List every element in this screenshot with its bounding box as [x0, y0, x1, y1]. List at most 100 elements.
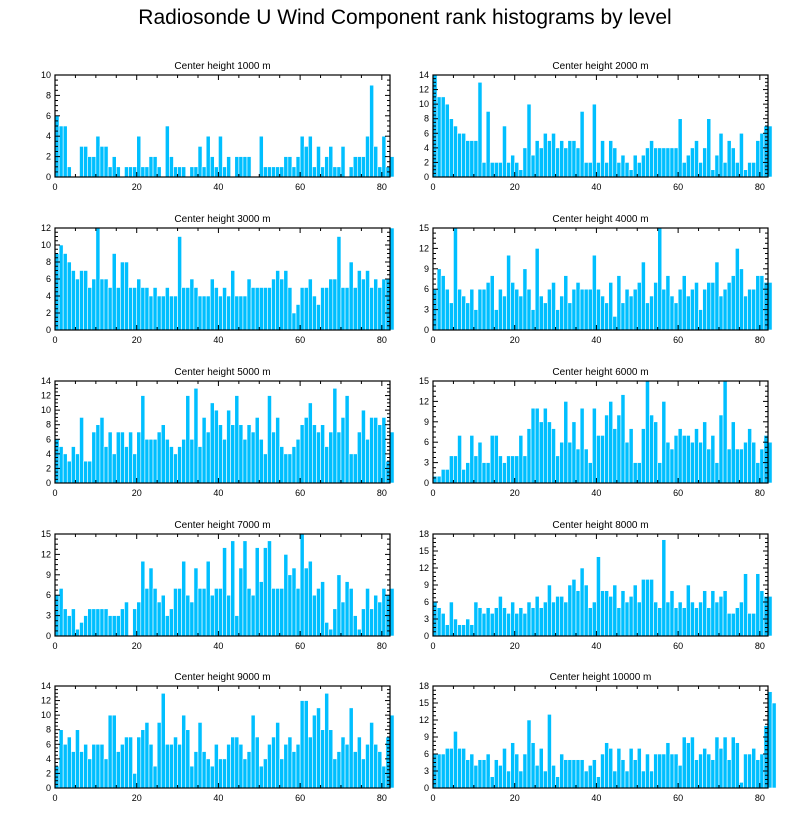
bar: [694, 140, 699, 178]
bar: [551, 282, 556, 331]
bar: [173, 588, 178, 637]
x-tick-label: 0: [52, 793, 57, 803]
bar: [205, 295, 211, 331]
x-tick-label: 0: [430, 182, 435, 192]
bar: [238, 567, 244, 637]
bar: [107, 714, 113, 789]
bar: [332, 387, 338, 484]
bar: [755, 573, 761, 637]
panel-title: Center height 7000 m: [174, 520, 270, 531]
bar: [538, 421, 544, 484]
bar: [514, 162, 520, 178]
bar: [324, 622, 330, 637]
bar: [481, 162, 487, 178]
bar: [156, 722, 162, 789]
bar: [189, 278, 195, 331]
bar: [579, 407, 585, 484]
x-tick-label: 60: [295, 488, 305, 498]
bar: [645, 380, 650, 484]
bar: [263, 287, 268, 331]
bar: [275, 166, 280, 178]
bar: [628, 748, 634, 789]
bar: [694, 282, 699, 331]
bar: [279, 278, 285, 331]
bar: [538, 748, 544, 789]
bar: [493, 607, 499, 637]
bar: [177, 166, 182, 178]
bar: [352, 156, 358, 178]
bar: [657, 462, 663, 484]
panel-title: Center height 2000 m: [552, 61, 648, 72]
bar: [107, 615, 113, 637]
bar: [156, 601, 162, 637]
bar: [730, 736, 736, 789]
panel-title: Center height 9000 m: [174, 672, 270, 683]
bar: [328, 146, 334, 178]
bar: [718, 132, 724, 178]
bar: [493, 759, 499, 789]
y-tick-label: 8: [46, 90, 51, 100]
bar: [735, 742, 740, 789]
bar: [328, 431, 334, 484]
bar: [461, 132, 466, 178]
bar: [685, 584, 691, 637]
bar: [83, 270, 88, 331]
bar: [62, 253, 68, 331]
bar: [620, 302, 626, 331]
bar: [246, 588, 252, 637]
bar: [177, 236, 182, 331]
bar: [563, 401, 569, 484]
bar: [489, 776, 495, 789]
bar: [571, 579, 577, 637]
bar: [628, 428, 634, 484]
bar: [71, 751, 76, 789]
x-tick-label: 20: [510, 641, 520, 651]
bar: [103, 446, 109, 484]
bar: [473, 309, 479, 331]
bar: [575, 147, 581, 178]
bar: [373, 594, 379, 637]
bar: [690, 441, 695, 484]
bar: [279, 588, 285, 637]
bar: [469, 624, 475, 637]
bar: [132, 166, 138, 178]
bar: [91, 608, 97, 637]
bar: [303, 417, 309, 484]
bar: [461, 469, 466, 484]
bar: [148, 295, 154, 331]
bar: [332, 166, 338, 178]
bar: [332, 278, 338, 331]
bar: [348, 166, 354, 178]
bar: [681, 607, 687, 637]
bar: [291, 166, 297, 178]
bar: [279, 446, 285, 484]
bar: [107, 431, 113, 484]
bar: [469, 753, 475, 789]
bar: [506, 455, 511, 484]
bar: [344, 743, 350, 789]
bar: [636, 462, 642, 484]
x-tick-label: 40: [213, 793, 223, 803]
bar: [506, 613, 511, 637]
y-tick-label: 0: [424, 325, 429, 335]
x-tick-label: 40: [591, 641, 601, 651]
bar: [567, 584, 573, 637]
bar: [432, 475, 438, 484]
panel-title: Center height 5000 m: [174, 367, 270, 378]
x-tick-label: 80: [755, 488, 765, 498]
y-tick-label: 0: [424, 172, 429, 182]
bar: [226, 594, 231, 637]
bar: [522, 613, 528, 637]
bar: [583, 288, 589, 331]
bar: [267, 540, 272, 637]
bar: [352, 287, 358, 331]
bar: [320, 581, 325, 637]
bar: [230, 424, 236, 484]
bar: [530, 407, 536, 484]
y-tick-label: 3: [424, 614, 429, 624]
y-tick-label: 4: [46, 291, 51, 301]
y-tick-label: 6: [46, 434, 51, 444]
bar: [234, 295, 240, 331]
bar: [99, 146, 105, 178]
bar: [735, 248, 740, 331]
